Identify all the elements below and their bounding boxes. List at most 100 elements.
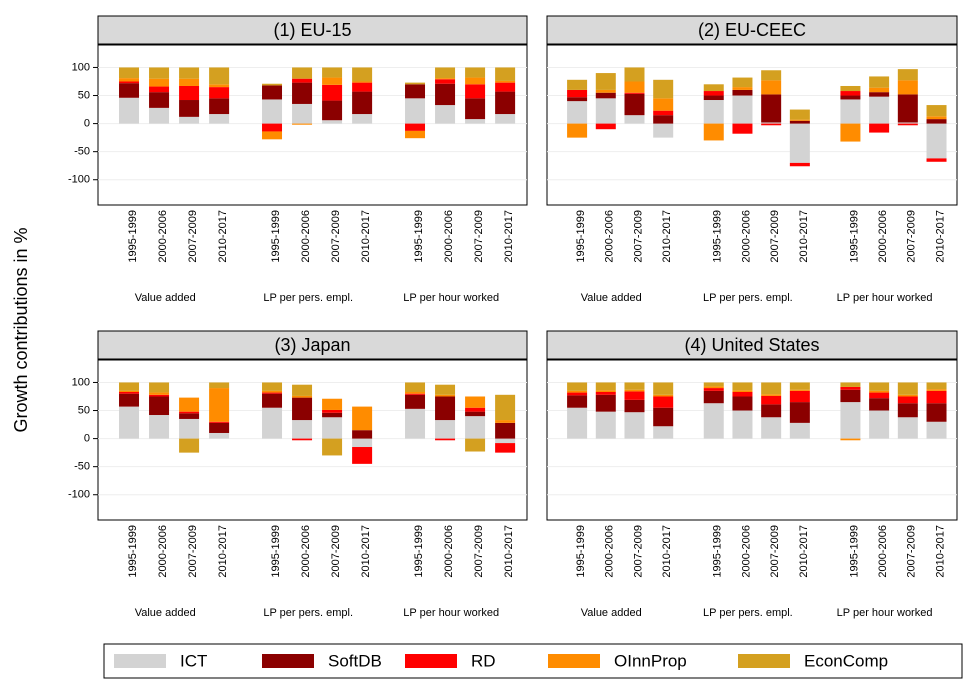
bar (624, 382, 645, 390)
bar (869, 96, 890, 124)
bar (149, 86, 170, 93)
bar (119, 97, 140, 124)
bar (292, 420, 313, 439)
x-tick-label: 2000-2006 (877, 210, 889, 263)
bar (465, 416, 486, 439)
bar (595, 89, 616, 93)
bar (789, 390, 810, 403)
bar (495, 422, 516, 439)
bar (405, 382, 426, 392)
x-tick-label: 1995-1999 (575, 210, 587, 263)
bar (926, 389, 947, 391)
bar (897, 69, 918, 81)
bar (869, 398, 890, 411)
bar (495, 420, 516, 423)
bar (703, 95, 724, 101)
bar (653, 426, 674, 439)
bar (789, 422, 810, 439)
bar (761, 70, 782, 81)
group-label: LP per hour worked (837, 607, 933, 619)
bar (840, 99, 861, 124)
bar (465, 396, 486, 408)
bar (465, 84, 486, 99)
bar (149, 382, 170, 393)
legend-swatch (548, 654, 600, 668)
bar (405, 408, 426, 439)
x-tick-label: 2007-2009 (906, 210, 918, 263)
x-tick-label: 1995-1999 (848, 210, 860, 263)
bar (465, 407, 486, 412)
x-tick-label: 2010-2017 (661, 210, 673, 263)
bar (761, 382, 782, 395)
bar (119, 67, 140, 79)
bar (624, 67, 645, 82)
panel-header (546, 15, 958, 45)
bar (732, 396, 753, 411)
group-label: Value added (135, 607, 196, 619)
bar (595, 392, 616, 395)
bar (732, 410, 753, 439)
bar (897, 403, 918, 418)
bar (495, 114, 516, 124)
bar (495, 438, 516, 444)
bar (840, 123, 861, 142)
bar (869, 390, 890, 393)
x-tick-label: 2007-2009 (330, 525, 342, 578)
group-label: LP per pers. empl. (263, 607, 353, 619)
bar (119, 81, 140, 84)
y-tick-label: 100 (72, 376, 90, 388)
bar (292, 123, 313, 125)
bar (897, 417, 918, 439)
bar (352, 67, 373, 82)
bar (595, 382, 616, 391)
bar (209, 421, 230, 423)
bar (653, 394, 674, 397)
bar (761, 417, 782, 439)
bar (262, 83, 283, 86)
bar (732, 392, 753, 397)
x-tick-label: 2000-2006 (157, 525, 169, 578)
bar (897, 394, 918, 397)
bar (495, 443, 516, 453)
bar (465, 98, 486, 120)
bar (322, 417, 343, 439)
x-tick-label: 2010-2017 (934, 525, 946, 578)
bar (567, 123, 588, 138)
x-tick-label: 2000-2006 (877, 525, 889, 578)
bar (179, 67, 200, 79)
bar (352, 430, 373, 439)
x-tick-label: 2000-2006 (300, 210, 312, 263)
bar (262, 123, 283, 132)
bar (465, 77, 486, 85)
x-tick-label: 2007-2009 (187, 525, 199, 578)
group-label: LP per hour worked (403, 607, 499, 619)
bar (624, 92, 645, 94)
x-tick-label: 2000-2006 (740, 210, 752, 263)
x-tick-label: 2010-2017 (360, 210, 372, 263)
bar (435, 384, 456, 395)
x-tick-label: 2000-2006 (604, 210, 616, 263)
bar (567, 390, 588, 393)
bar (435, 438, 456, 441)
bar (119, 382, 140, 391)
x-tick-label: 2010-2017 (934, 210, 946, 263)
x-tick-label: 1995-1999 (848, 525, 860, 578)
bar (435, 105, 456, 124)
bar (179, 418, 200, 439)
x-tick-label: 2010-2017 (217, 525, 229, 578)
bar (897, 396, 918, 404)
x-tick-label: 2000-2006 (443, 210, 455, 263)
legend-swatch (114, 654, 166, 668)
bar (262, 392, 283, 394)
panel-header (97, 15, 528, 45)
x-tick-label: 2010-2017 (661, 525, 673, 578)
bar (869, 392, 890, 399)
bar (435, 79, 456, 84)
bar (653, 98, 674, 111)
legend-label: ICT (180, 651, 207, 670)
bar (761, 80, 782, 95)
bar (840, 95, 861, 100)
bar (435, 420, 456, 439)
bar (624, 93, 645, 116)
bar (179, 100, 200, 117)
